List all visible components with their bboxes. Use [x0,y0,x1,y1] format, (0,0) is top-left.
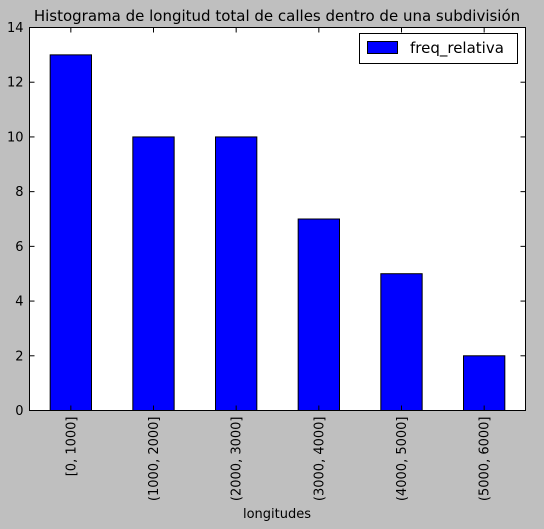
y-tick-label: 6 [15,240,23,255]
legend-label-freq-relativa: freq_relativa [410,39,504,58]
y-tick-label: 14 [7,21,24,36]
x-tick-label: [0, 1000] [64,417,79,477]
x-tick-label: (1000, 2000] [147,417,162,502]
y-tick-label: 10 [7,130,24,145]
legend: freq_relativa [359,33,518,64]
y-tick-label: 0 [15,404,23,419]
plot-area [29,27,526,411]
bar-1 [132,136,175,411]
y-tick-label: 8 [15,185,23,200]
x-tick-label: (5000, 6000] [478,416,493,501]
y-tick-label: 12 [7,76,24,91]
plot-frame [29,27,526,411]
x-tick-label: (2000, 3000] [230,417,245,502]
x-tick-label: (4000, 5000] [395,417,410,502]
bar-2 [215,136,258,411]
bar-0 [49,54,92,412]
y-axis-ticks: 0 2 4 6 8 10 12 14 [7,21,526,419]
chart-title: Histograma de longitud total de calles d… [34,7,520,25]
bar-3 [297,218,341,411]
bar-4 [380,273,423,411]
x-axis-label: longitudes [243,507,311,522]
x-tick-label: (3000, 4000] [312,417,327,502]
x-axis-ticks: [0, 1000] (1000, 2000] (2000, 3000] (3000, … [64,27,493,502]
y-tick-label: 4 [15,295,23,310]
legend-swatch [367,41,398,54]
bar-group [49,54,506,412]
bar-5 [463,355,506,412]
y-tick-label: 2 [15,349,23,364]
